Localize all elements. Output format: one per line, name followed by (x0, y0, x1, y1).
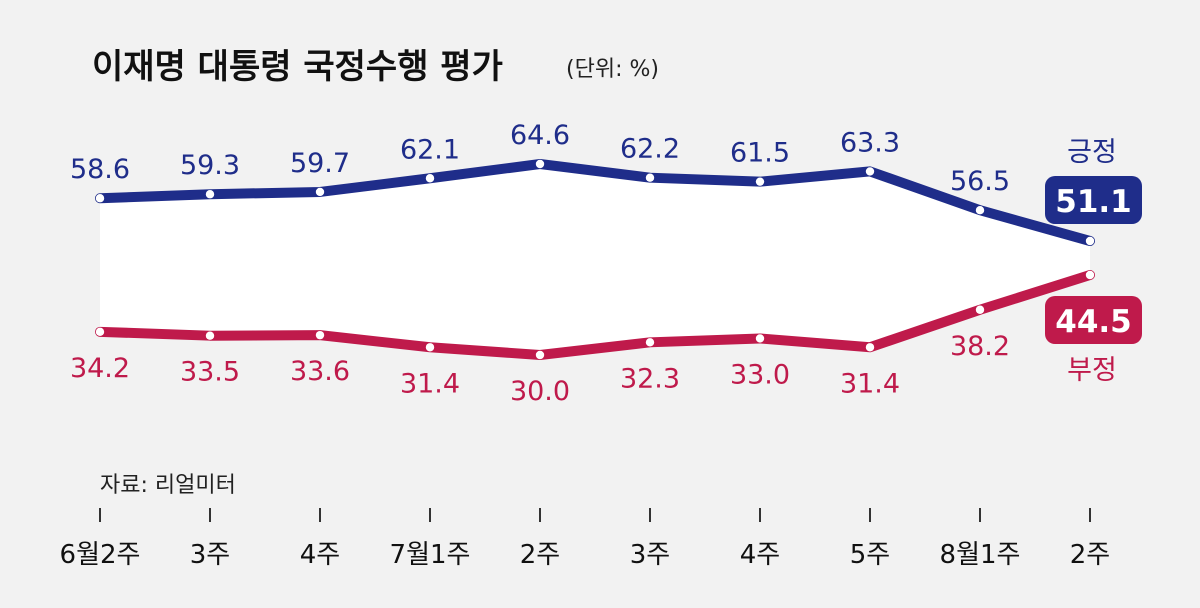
negative-point-0 (95, 327, 105, 337)
positive-point-7 (865, 167, 875, 176)
positive-point-6 (755, 177, 765, 186)
positive-point-0 (95, 194, 105, 203)
negative-value-label-1: 33.5 (180, 357, 240, 388)
x-tick-label-5: 3주 (630, 540, 670, 570)
negative-value-label-0: 34.2 (70, 353, 130, 384)
unit-note: (단위: %) (566, 57, 659, 82)
negative-value-label-7: 31.4 (840, 368, 900, 399)
positive-value-label-7: 63.3 (840, 127, 900, 158)
x-tick-label-6: 4주 (740, 540, 780, 570)
negative-value-label-6: 33.0 (730, 359, 790, 390)
positive-series-line (95, 159, 1095, 246)
positive-point-1 (205, 190, 215, 199)
chart-title: 이재명 대통령 국정수행 평가 (92, 47, 503, 87)
positive-value-label-3: 62.1 (400, 134, 460, 165)
negative-value-label-8: 38.2 (950, 331, 1010, 362)
positive-point-5 (645, 173, 655, 182)
positive-value-label-2: 59.7 (290, 148, 350, 179)
negative-point-7 (865, 343, 875, 352)
positive-point-9 (1085, 236, 1095, 246)
negative-point-9 (1085, 270, 1095, 280)
negative-point-4 (535, 350, 545, 360)
positive-value-label-4: 64.6 (510, 120, 570, 151)
x-tick-label-1: 3주 (190, 540, 230, 570)
negative-last-value-box (1045, 296, 1142, 344)
positive-point-8 (975, 206, 985, 215)
positive-point-2 (315, 187, 325, 197)
positive-point-4 (535, 159, 545, 169)
positive-value-label-0: 58.6 (70, 154, 130, 185)
negative-value-label-2: 33.6 (290, 356, 350, 387)
negative-point-3 (425, 343, 435, 352)
negative-value-label-5: 32.3 (620, 363, 680, 394)
negative-point-8 (975, 305, 985, 314)
positive-value-label-1: 59.3 (180, 150, 240, 181)
x-tick-label-4: 2주 (520, 540, 560, 570)
gap-band (100, 164, 1090, 355)
source-note: 자료: 리얼미터 (100, 473, 236, 498)
negative-value-label-3: 31.4 (400, 368, 460, 399)
x-tick-label-2: 4주 (300, 540, 340, 570)
gap-band-fill (100, 164, 1090, 355)
x-tick-label-8: 8월1주 (940, 540, 1021, 570)
negative-point-2 (315, 330, 325, 340)
negative-point-6 (755, 334, 765, 343)
x-axis: 6월2주 3주 4주 7월1주 2주 3주 4주 5주 8월1주 2주 (60, 508, 1110, 570)
negative-value-label-4: 30.0 (510, 376, 570, 407)
negative-point-5 (645, 338, 655, 347)
positive-last-value-label: 51.1 (1055, 184, 1132, 220)
series-lines (95, 159, 1095, 360)
positive-point-3 (425, 174, 435, 183)
positive-value-label-8: 56.5 (950, 166, 1010, 197)
positive-series-name: 긍정 (1067, 137, 1117, 168)
positive-last-value-box (1045, 176, 1142, 224)
negative-series-name: 부정 (1067, 355, 1117, 386)
x-tick-label-3: 7월1주 (390, 540, 471, 570)
negative-series-line (95, 270, 1095, 360)
x-tick-label-7: 5주 (850, 540, 890, 570)
data-labels: 58.6 59.3 59.7 62.1 64.6 62.2 61.5 63.3 56.5 34.2… (70, 120, 1142, 407)
positive-value-label-6: 61.5 (730, 138, 790, 169)
x-tick-label-9: 2주 (1070, 540, 1110, 570)
negative-last-value-label: 44.5 (1055, 304, 1132, 340)
positive-value-label-5: 62.2 (620, 134, 680, 165)
x-tick-label-0: 6월2주 (60, 540, 141, 570)
negative-point-1 (205, 331, 215, 340)
